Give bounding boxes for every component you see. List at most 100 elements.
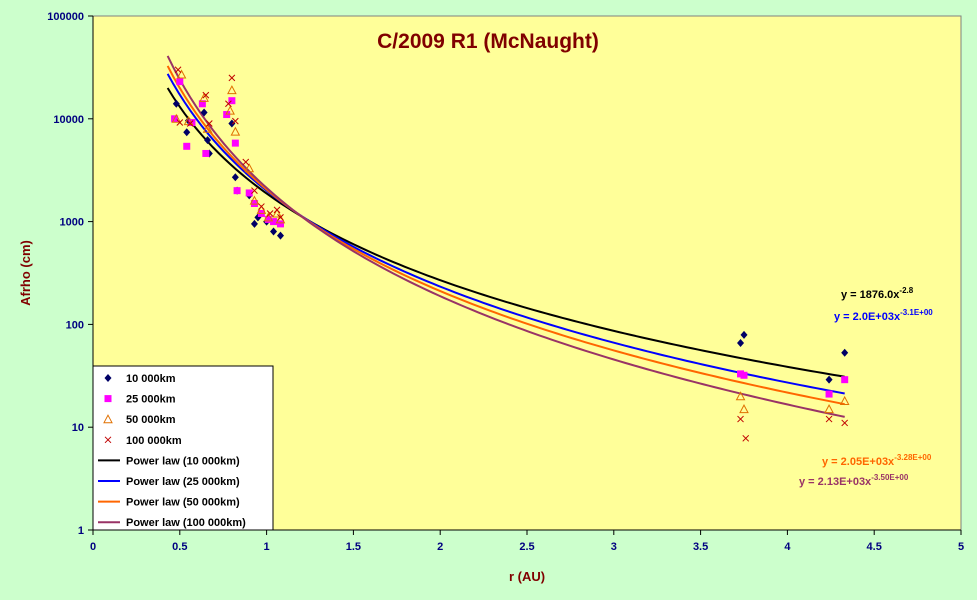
- y-tick-label: 1000: [60, 217, 84, 229]
- legend-marker: [104, 436, 112, 444]
- fit-equation-base: y = 2.0E+03x: [834, 311, 901, 323]
- x-tick-label: 4: [784, 541, 791, 553]
- data-point-3: [277, 213, 284, 221]
- data-point-0: [250, 219, 258, 228]
- data-point-2: [735, 391, 746, 401]
- data-point-1: [202, 149, 210, 157]
- data-point-2: [176, 69, 187, 79]
- x-tick-label: 0.5: [172, 541, 187, 553]
- legend-label: 50 000km: [126, 414, 176, 426]
- legend-label: Power law (25 000km): [126, 476, 240, 488]
- x-tick-label: 1: [264, 541, 270, 553]
- fit-equation-0: y = 1876.0x-2.8: [841, 286, 914, 301]
- legend-label: 100 000km: [126, 435, 182, 447]
- data-point-1: [188, 119, 196, 127]
- x-tick-label: 4.5: [867, 541, 882, 553]
- x-axis-label: r (AU): [509, 569, 545, 584]
- data-point-0: [228, 119, 236, 128]
- data-point-3: [737, 415, 744, 423]
- legend-label: Power law (50 000km): [126, 497, 240, 509]
- data-point-2: [171, 113, 182, 123]
- data-point-3: [273, 206, 281, 214]
- x-tick-label: 3: [611, 541, 617, 553]
- data-point-3: [266, 210, 274, 217]
- legend-marker: [104, 374, 112, 382]
- fit-equation-base: y = 1876.0x: [841, 289, 900, 301]
- data-point-3: [174, 66, 182, 74]
- data-point-2: [225, 105, 235, 115]
- data-point-2: [202, 123, 213, 133]
- data-point-1: [264, 215, 272, 223]
- data-point-2: [256, 204, 267, 214]
- chart-title: C/2009 R1 (McNaught): [377, 30, 599, 53]
- y-tick-label: 10000: [53, 114, 84, 126]
- legend-marker: [104, 395, 112, 403]
- legend-item: 100 000km: [104, 435, 182, 447]
- data-point-1: [276, 220, 284, 228]
- data-markers: [171, 66, 850, 442]
- y-tick-label: 100: [66, 319, 84, 331]
- fit-equation-3: y = 2.13E+03x-3.50E+00: [799, 473, 909, 488]
- data-point-1: [198, 100, 206, 108]
- fit-line-3: [166, 55, 845, 418]
- data-point-1: [841, 376, 849, 384]
- legend-item: Power law (25 000km): [98, 476, 240, 488]
- data-point-3: [202, 91, 210, 99]
- legend-item: Power law (100 000km): [98, 517, 246, 529]
- data-point-0: [183, 128, 191, 137]
- x-tick-label: 3.5: [693, 541, 708, 553]
- x-tick-label: 2: [437, 541, 443, 553]
- data-point-1: [270, 218, 278, 226]
- data-point-3: [258, 203, 265, 210]
- data-point-2: [839, 395, 850, 405]
- fit-equation-exponent: -3.50E+00: [871, 473, 909, 482]
- data-point-0: [270, 227, 278, 236]
- data-point-3: [205, 120, 213, 127]
- legend-marker: [103, 414, 113, 424]
- data-point-2: [249, 195, 260, 205]
- legend: 10 000km 25 000km 50 000km 100 000km Power l…: [92, 365, 274, 531]
- data-point-3: [176, 119, 184, 126]
- data-point-1: [231, 139, 239, 147]
- data-point-3: [242, 158, 250, 166]
- data-point-0: [231, 173, 239, 182]
- data-point-0: [172, 99, 180, 108]
- data-point-1: [183, 142, 191, 150]
- data-point-1: [228, 97, 236, 105]
- data-point-1: [176, 78, 184, 86]
- data-point-0: [825, 375, 833, 384]
- y-tick-label: 1: [78, 525, 84, 537]
- data-point-2: [263, 212, 274, 222]
- fit-equation-1: y = 2.0E+03x-3.1E+00: [834, 308, 933, 323]
- data-point-3: [841, 419, 849, 427]
- data-point-0: [841, 348, 849, 357]
- data-point-0: [740, 330, 748, 339]
- data-point-3: [225, 100, 232, 108]
- data-point-3: [228, 74, 236, 82]
- fit-line-0: [166, 87, 845, 378]
- legend-item: 50 000km: [103, 414, 176, 426]
- fit-lines: [166, 55, 845, 418]
- legend-item: 25 000km: [104, 394, 176, 406]
- legend-item: Power law (50 000km): [98, 497, 240, 509]
- data-point-3: [742, 434, 750, 442]
- data-point-3: [186, 120, 194, 127]
- data-point-3: [825, 415, 833, 423]
- data-point-0: [204, 136, 212, 145]
- data-point-1: [233, 187, 241, 195]
- data-point-1: [740, 371, 748, 379]
- legend-label: 10 000km: [126, 373, 176, 385]
- x-tick-label: 1.5: [346, 541, 361, 553]
- legend-item: Power law (10 000km): [98, 455, 240, 467]
- fit-equation-base: y = 2.13E+03x: [799, 476, 872, 488]
- data-point-2: [824, 404, 834, 414]
- x-tick-label: 5: [958, 541, 964, 553]
- data-point-1: [250, 199, 258, 207]
- x-tick-label: 0: [90, 541, 96, 553]
- data-point-3: [231, 117, 239, 125]
- legend-label: Power law (100 000km): [126, 517, 246, 529]
- fit-equation-exponent: -2.8: [899, 286, 913, 295]
- data-point-1: [245, 189, 253, 197]
